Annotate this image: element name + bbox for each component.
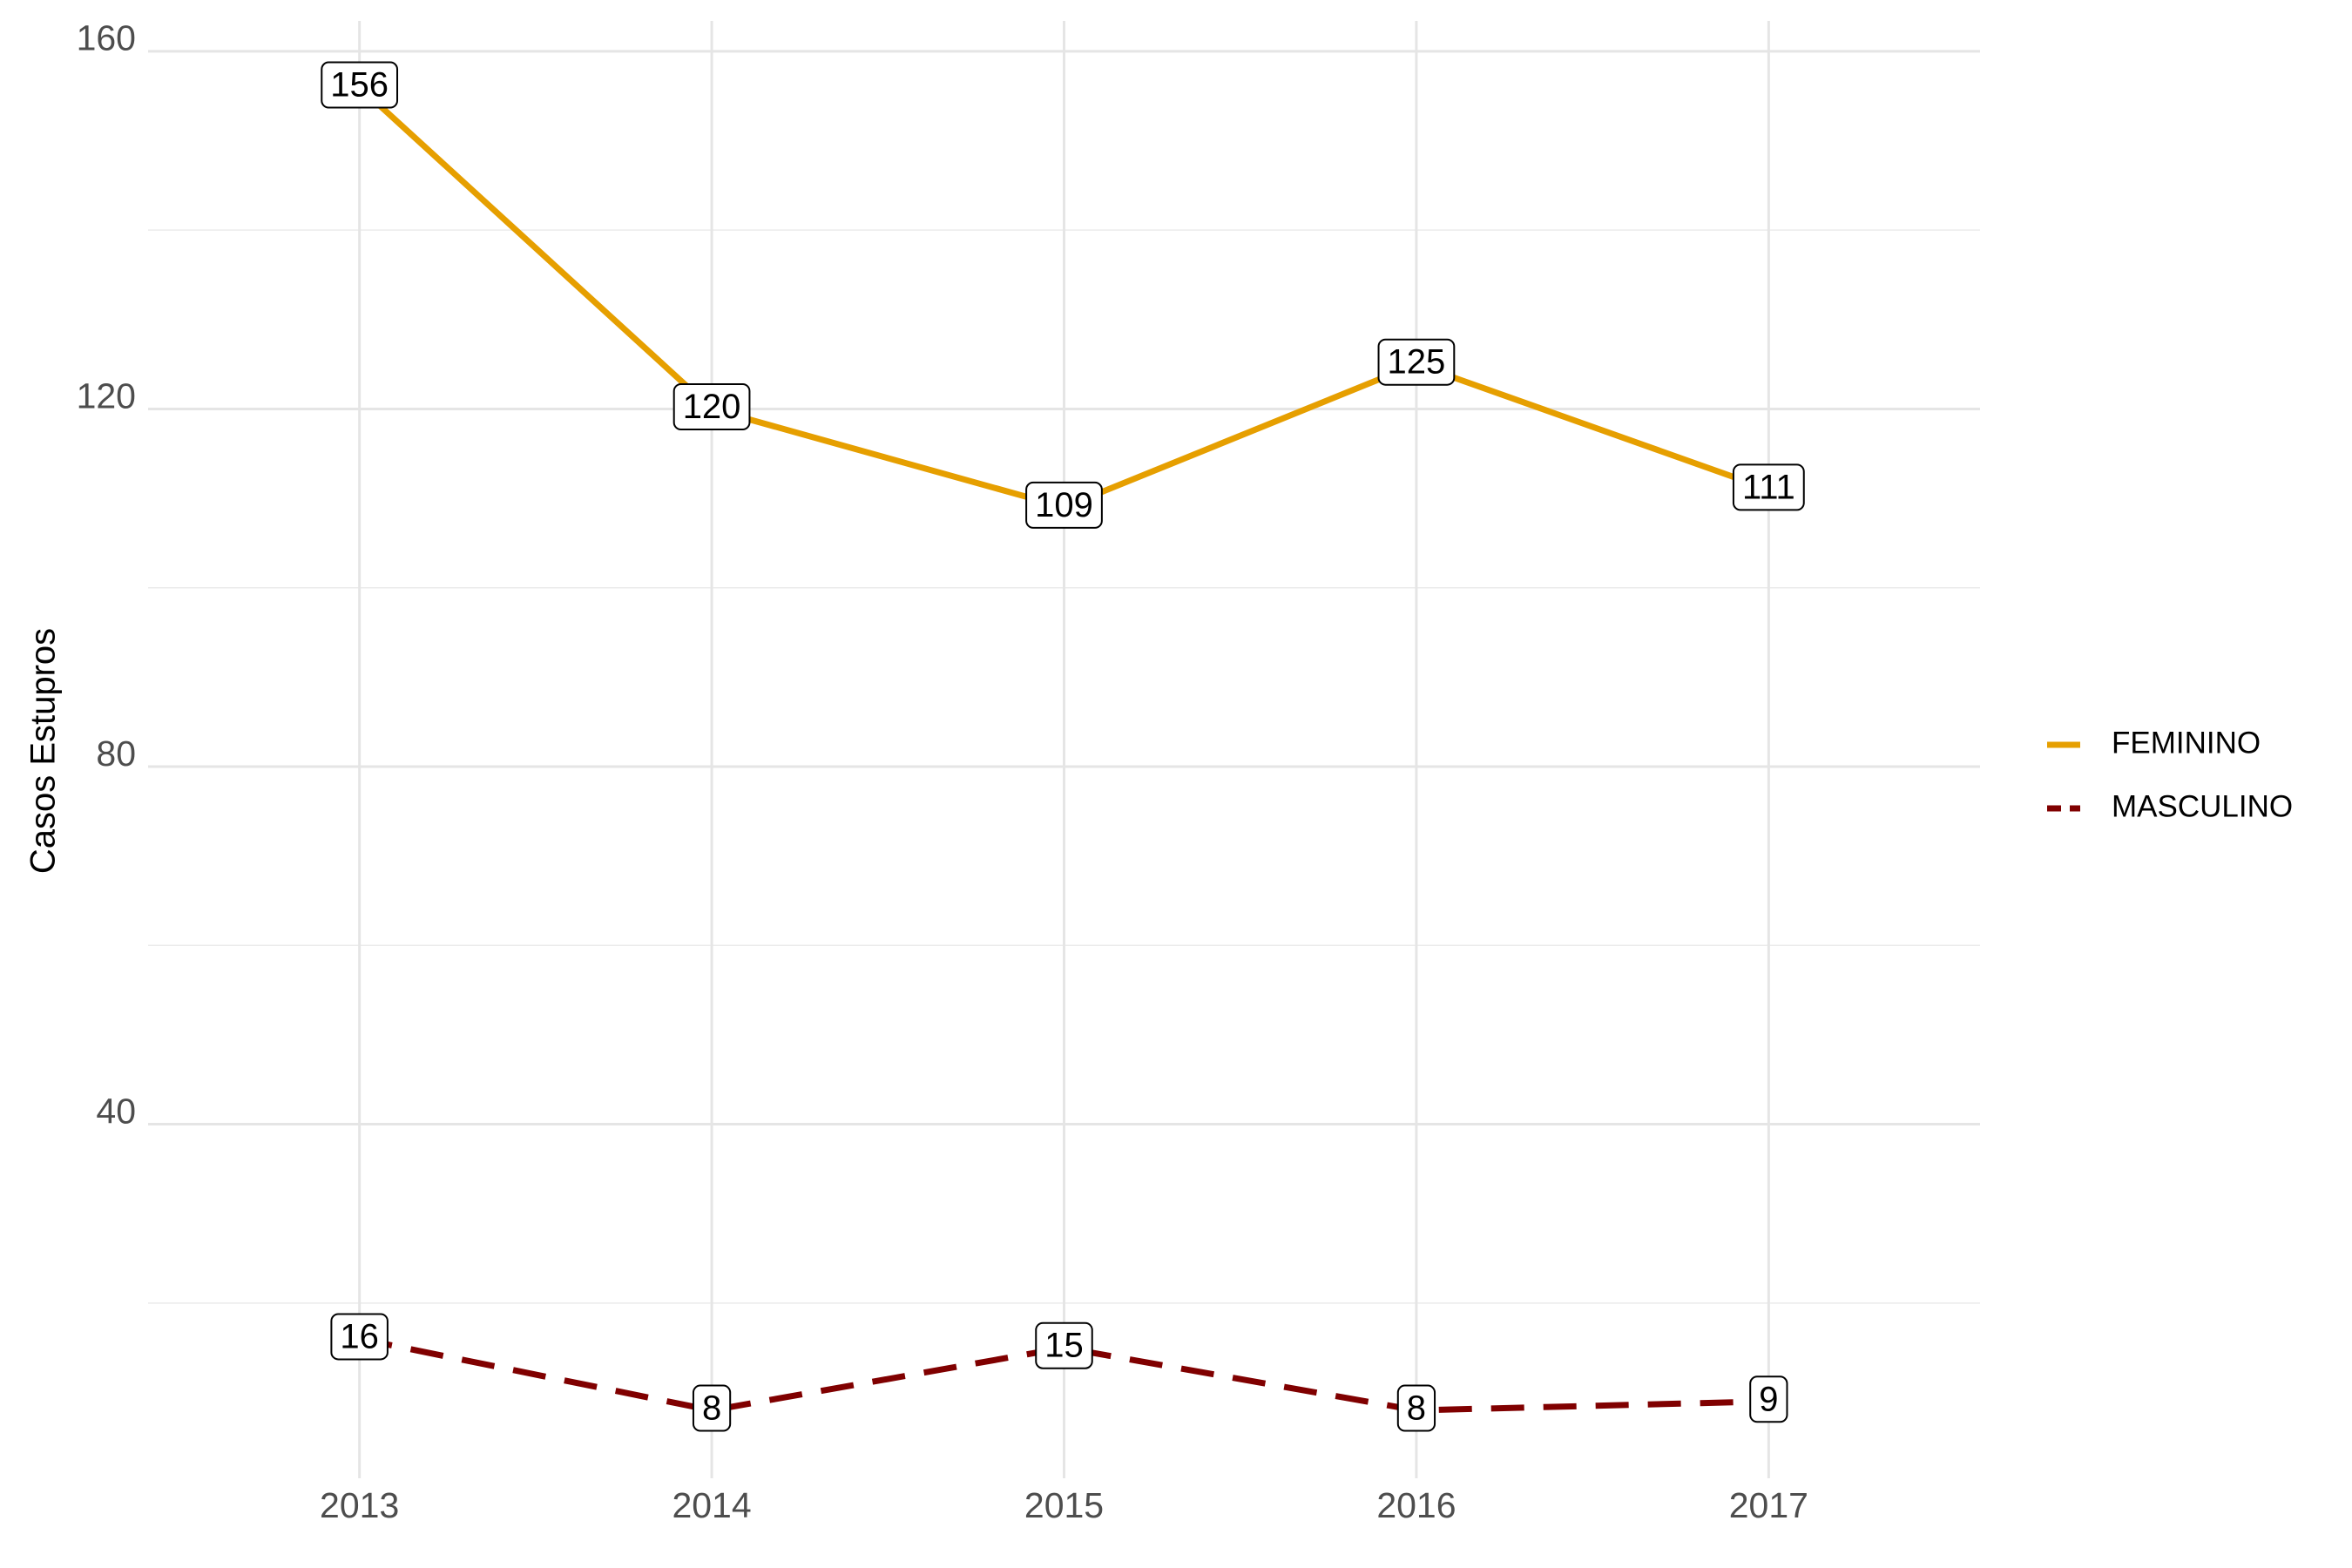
data-label-text: 8 — [1407, 1389, 1426, 1428]
data-label-box — [1035, 1321, 1093, 1369]
data-label: 156 — [321, 61, 399, 109]
data-label-box — [330, 1313, 389, 1361]
y-tick-label: 120 — [77, 375, 136, 416]
data-label: 125 — [1377, 338, 1456, 386]
data-label-text: 109 — [1035, 486, 1093, 524]
x-tick-label: 2013 — [320, 1485, 399, 1525]
data-label-text: 125 — [1388, 343, 1446, 382]
series-line — [358, 1335, 1769, 1414]
data-label: 16 — [330, 1313, 389, 1361]
y-tick-label: 160 — [77, 18, 136, 58]
data-label-text: 8 — [702, 1389, 721, 1428]
data-label: 111 — [1732, 463, 1805, 511]
data-label-box — [321, 61, 399, 109]
data-label-box — [1749, 1375, 1788, 1423]
data-label-box — [1025, 481, 1103, 529]
data-label-text: 16 — [340, 1317, 379, 1355]
data-label-text: 156 — [330, 66, 389, 105]
data-label-text: 15 — [1044, 1327, 1084, 1365]
data-label-box — [672, 383, 751, 431]
data-label-text: 111 — [1742, 468, 1795, 506]
data-label: 9 — [1749, 1375, 1788, 1423]
data-label-box — [1377, 338, 1456, 386]
y-tick-label: 80 — [96, 733, 136, 774]
data-label-box — [1732, 463, 1805, 511]
data-label: 8 — [1396, 1384, 1436, 1432]
data-label: 120 — [672, 383, 751, 431]
data-label-box — [692, 1384, 732, 1432]
data-label-text: 9 — [1759, 1380, 1778, 1418]
y-axis-label: Casos Estupros — [24, 628, 63, 874]
data-label: 109 — [1025, 481, 1103, 529]
x-tick-label: 2017 — [1729, 1485, 1808, 1525]
data-label: 8 — [692, 1384, 732, 1432]
x-tick-label: 2015 — [1024, 1485, 1104, 1525]
legend-label: FEMININO — [2112, 726, 2261, 760]
data-label: 15 — [1035, 1321, 1093, 1369]
y-tick-label: 40 — [96, 1091, 136, 1131]
legend-label: MASCULINO — [2112, 789, 2293, 823]
x-tick-label: 2014 — [672, 1485, 751, 1525]
x-tick-label: 2016 — [1376, 1485, 1456, 1525]
data-label-text: 120 — [683, 388, 741, 426]
grid — [148, 21, 1980, 1478]
data-label-box — [1396, 1384, 1436, 1432]
